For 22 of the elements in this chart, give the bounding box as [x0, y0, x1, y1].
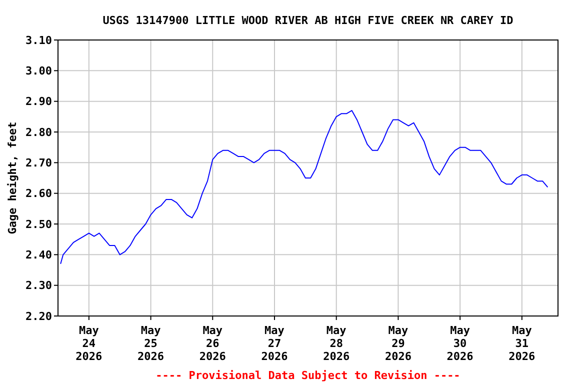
y-tick-label: 2.70	[26, 156, 52, 170]
y-tick-label: 3.10	[26, 34, 52, 47]
y-tick-label: 2.90	[26, 95, 52, 108]
y-tick-label: 2.60	[26, 187, 52, 200]
y-tick-label: 2.80	[26, 126, 52, 139]
text: ---- Provisional Data Subject to Revision ----	[156, 369, 460, 382]
x-tick-label: May 24 2026	[76, 324, 103, 363]
x-tick-label: May 28 2026	[323, 324, 350, 363]
x-tick-label: May 26 2026	[199, 324, 226, 363]
x-tick-label: May 31 2026	[508, 324, 536, 363]
x-tick-label: May 29 2026	[384, 324, 412, 363]
y-axis-title: Gage height, feet	[6, 122, 19, 234]
y-tick-label: 2.20	[26, 310, 52, 323]
x-tick-label: May 25 2026	[138, 324, 164, 363]
x-tick-label: May 27 2026	[261, 324, 288, 363]
line-series	[60, 110, 548, 264]
y-tick-label: 3.00	[26, 64, 52, 78]
x-tick-label: May 30 2026	[446, 324, 474, 363]
y-tick-label: 2.50	[26, 218, 52, 231]
y-tick-label: 2.30	[26, 279, 52, 292]
chart-title: USGS 13147900 LITTLE WOOD RIVER AB HIGH FIVE CREEK NR CAREY ID	[102, 14, 514, 27]
y-tick-label: 2.40	[26, 248, 52, 262]
